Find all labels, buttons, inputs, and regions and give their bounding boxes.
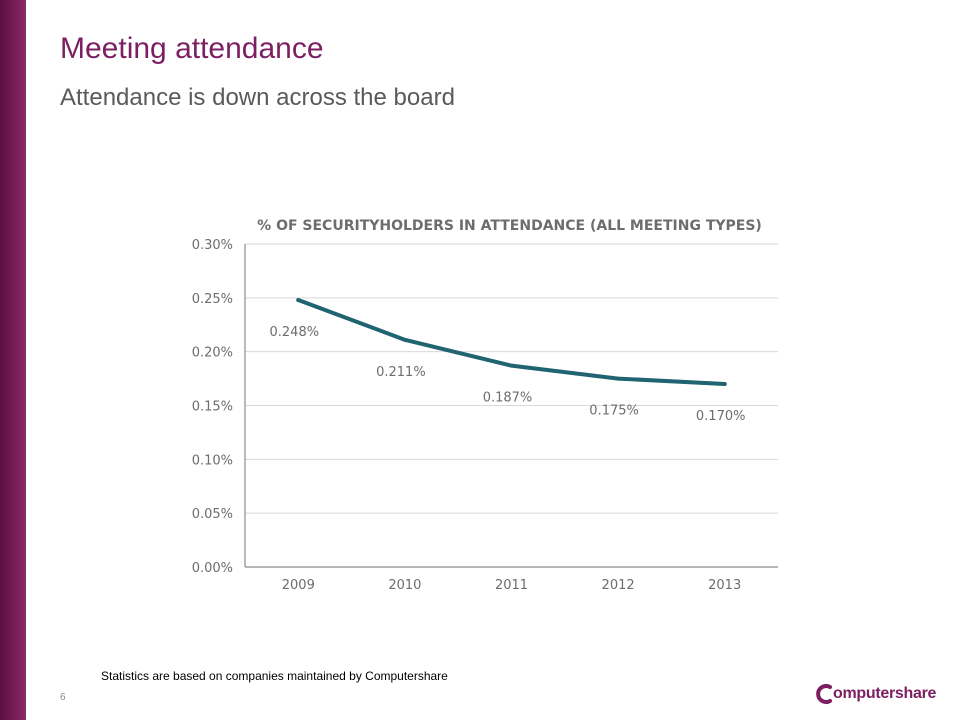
chart-title: % OF SECURITYHOLDERS IN ATTENDANCE (ALL … (257, 218, 762, 234)
data-label: 0.248% (270, 325, 320, 340)
y-tick-label: 0.20% (192, 346, 233, 361)
chart-container: % OF SECURITYHOLDERS IN ATTENDANCE (ALL … (180, 200, 790, 610)
data-point (509, 363, 514, 368)
footnote: Statistics are based on companies mainta… (101, 669, 448, 683)
x-tick-label: 2011 (495, 578, 528, 593)
data-label: 0.187% (483, 391, 533, 406)
side-accent-bar (0, 0, 26, 720)
data-label: 0.211% (376, 365, 426, 380)
x-tick-label: 2010 (388, 578, 421, 593)
logo-text: omputershare (833, 685, 937, 702)
y-tick-label: 0.10% (192, 453, 233, 468)
y-tick-label: 0.05% (192, 507, 233, 522)
data-point (722, 381, 727, 386)
attendance-line-chart: % OF SECURITYHOLDERS IN ATTENDANCE (ALL … (192, 218, 778, 593)
series-line (296, 297, 727, 386)
y-tick-label: 0.00% (192, 561, 233, 576)
y-tick-label: 0.15% (192, 400, 233, 415)
y-tick-label: 0.25% (192, 292, 233, 307)
slide-title: Meeting attendance (60, 32, 324, 65)
data-point (296, 297, 301, 302)
computershare-c-icon (816, 684, 832, 704)
data-label: 0.170% (696, 409, 746, 424)
data-point (616, 376, 621, 381)
computershare-logo: omputershare (815, 680, 937, 708)
x-tick-label: 2012 (602, 578, 635, 593)
data-point (402, 337, 407, 342)
x-tick-label: 2009 (282, 578, 315, 593)
slide-subtitle: Attendance is down across the board (60, 84, 455, 111)
data-label: 0.175% (589, 404, 639, 419)
x-tick-label: 2013 (708, 578, 741, 593)
y-tick-label: 0.30% (192, 238, 233, 253)
page-number: 6 (60, 692, 66, 703)
